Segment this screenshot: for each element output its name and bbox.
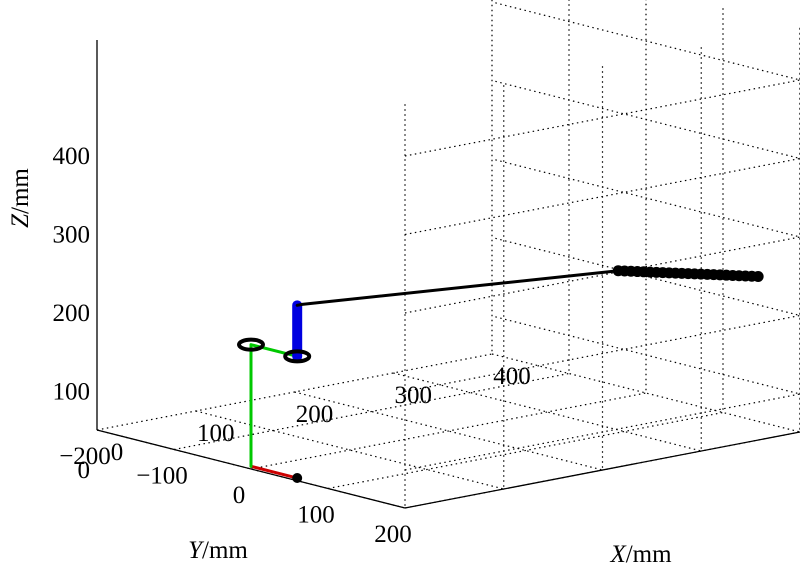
y-tick-label: −200 xyxy=(59,443,111,470)
y-tick-label: 200 xyxy=(374,521,412,548)
z-tick-label: 0 xyxy=(78,457,91,484)
x-tick-label: 400 xyxy=(493,363,531,390)
grid-line-z xyxy=(404,236,800,393)
x-axis-label: X/mm xyxy=(609,541,672,568)
x-tick-label: 100 xyxy=(197,420,235,447)
x-axis-line xyxy=(404,431,800,509)
z-tick-label: 400 xyxy=(53,143,91,170)
base-joint-marker xyxy=(292,473,303,484)
series-line-0 xyxy=(249,464,299,480)
y-axis-line xyxy=(96,429,406,509)
x-tick-label: 300 xyxy=(395,382,433,409)
shoulder-joint-marker xyxy=(237,337,265,352)
series-layer xyxy=(237,265,764,484)
grid-line-y xyxy=(96,0,493,431)
grid-line-x xyxy=(491,25,800,433)
z-tick-label: 200 xyxy=(53,300,91,327)
x-tick-label: 0 xyxy=(111,439,124,466)
y-tick-label: 100 xyxy=(297,502,335,529)
z-tick-label: 300 xyxy=(53,222,91,249)
grid-line-x xyxy=(393,44,702,452)
grid-line-y xyxy=(250,0,647,470)
y-tick-label: −100 xyxy=(136,463,188,490)
series-point xyxy=(752,270,764,282)
z-tick-label: 100 xyxy=(53,379,91,406)
grid-line-x xyxy=(195,82,505,490)
elbow-joint-marker xyxy=(283,349,312,364)
grid-line-x xyxy=(294,63,604,471)
grid-line-z xyxy=(404,1,800,157)
axis-layer xyxy=(96,40,800,509)
x-tick-label: 200 xyxy=(296,401,334,428)
z-axis-label: Z/mm xyxy=(7,168,34,228)
series-line-1 xyxy=(249,343,299,468)
y-axis-label: Y/mm xyxy=(188,537,248,564)
y-tick-label: 0 xyxy=(233,482,246,509)
